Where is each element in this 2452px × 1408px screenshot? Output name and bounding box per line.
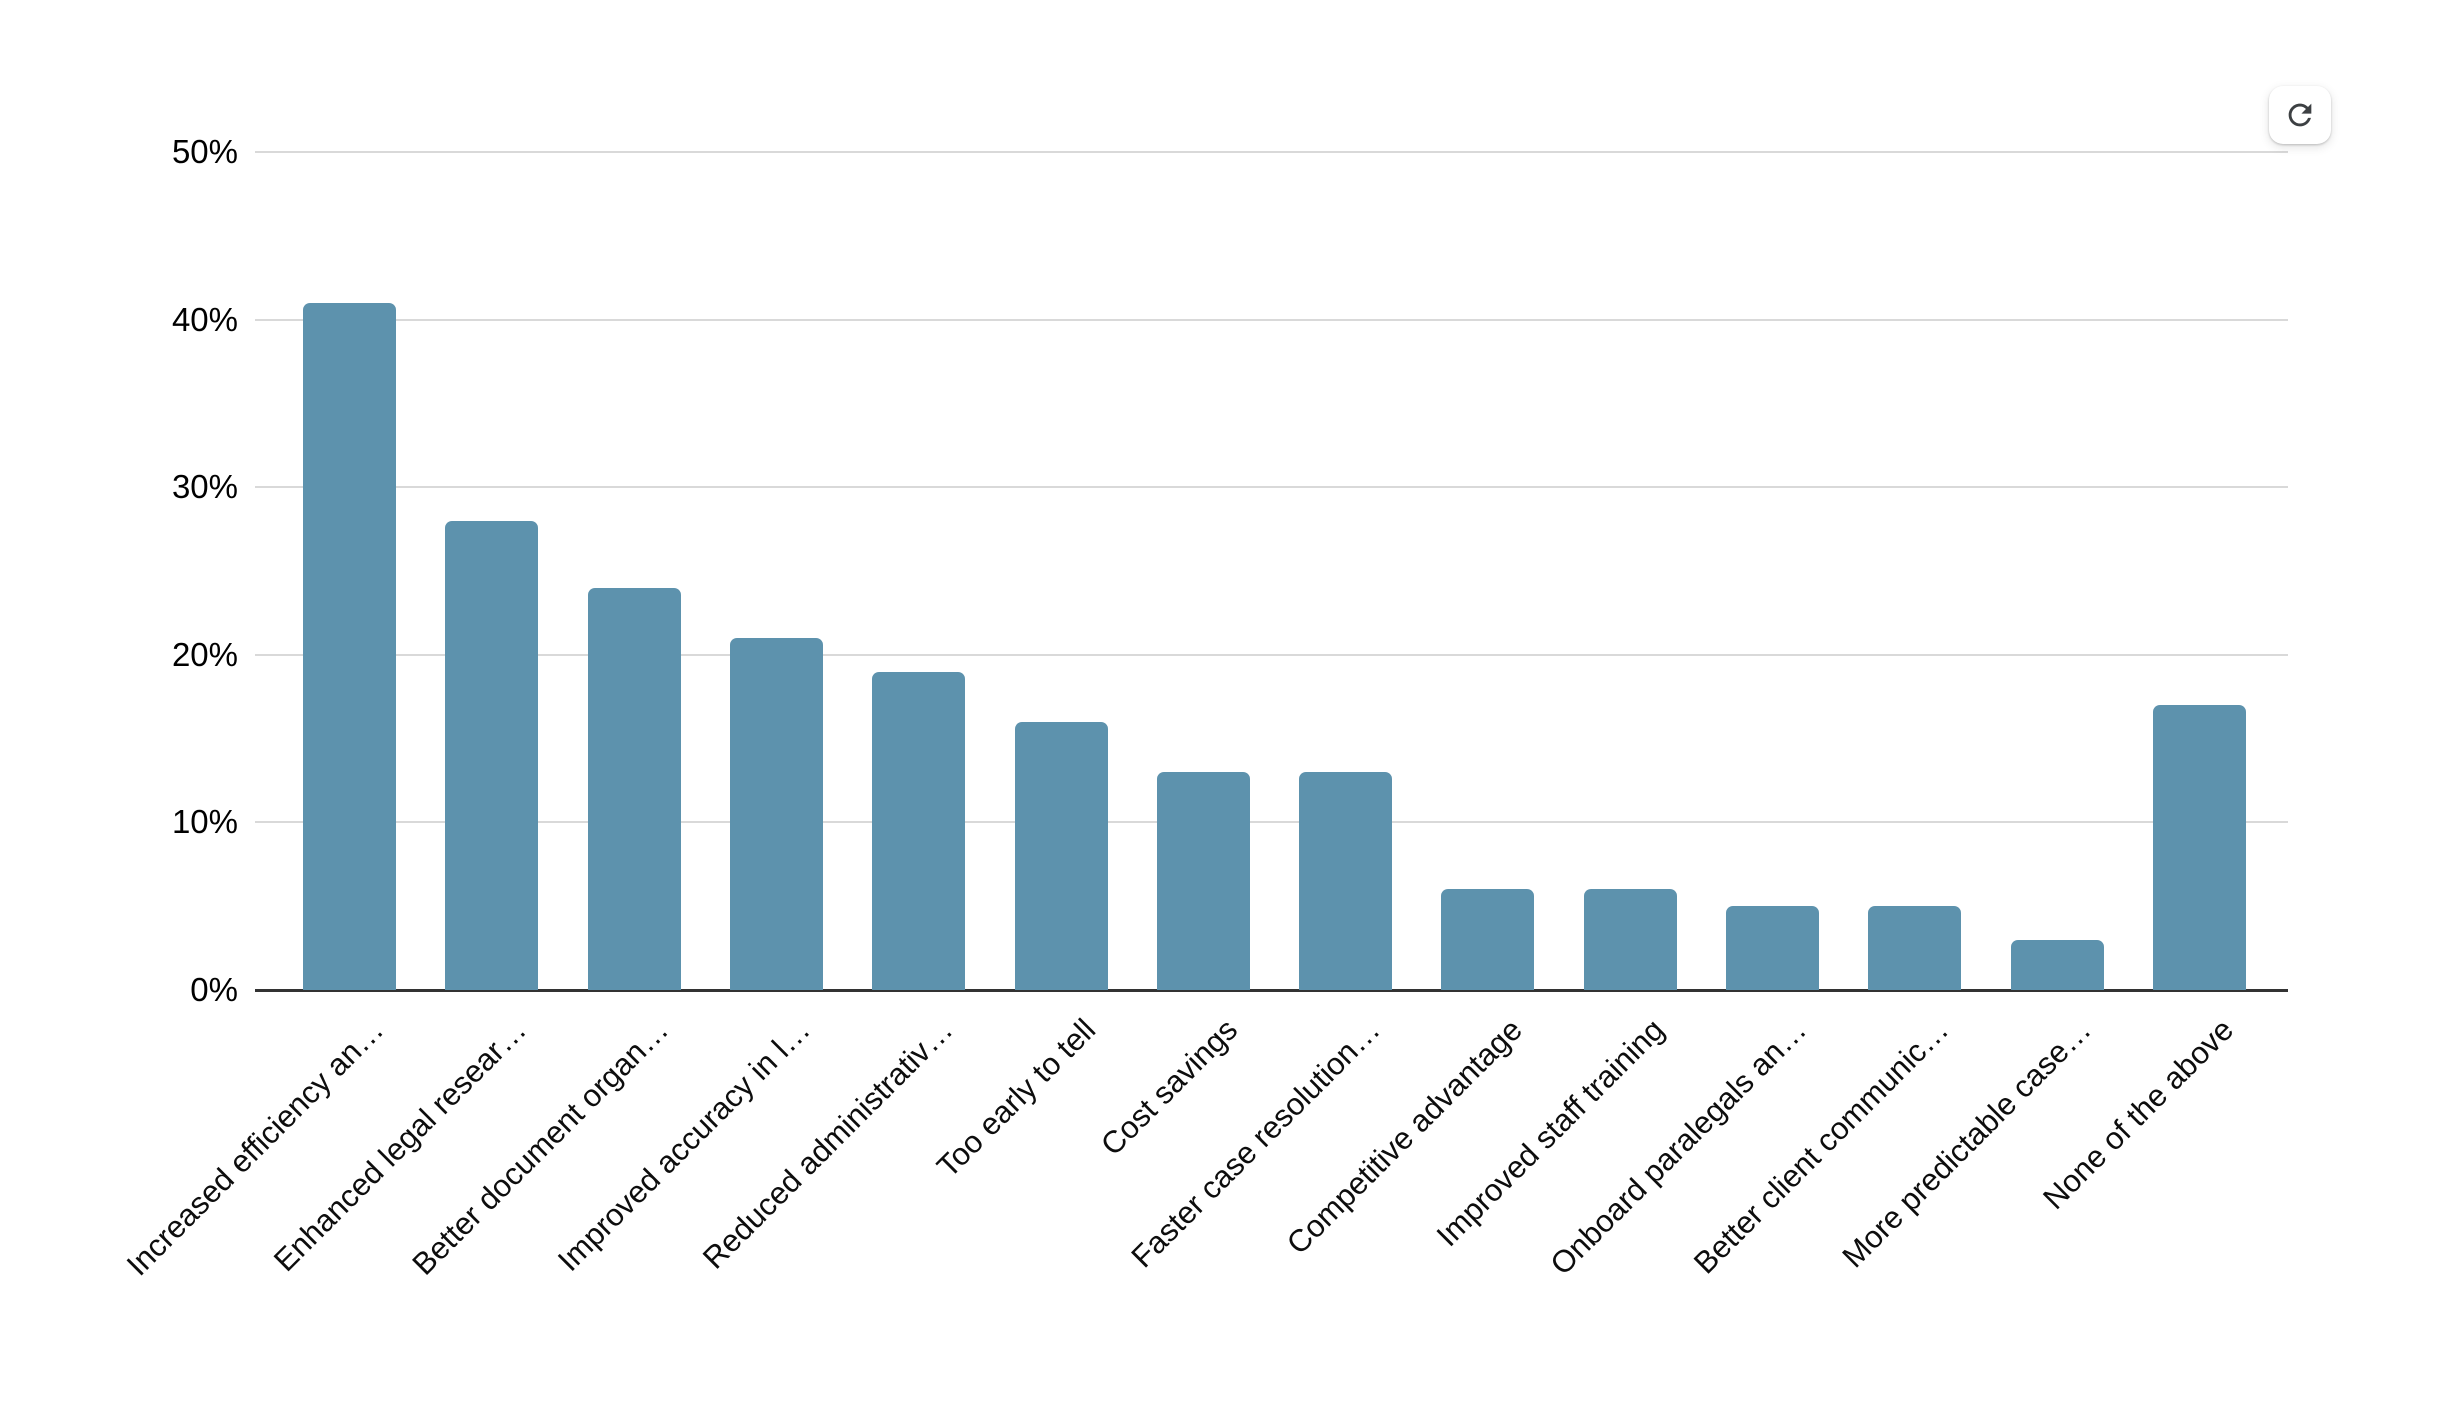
y-tick-label-0: 0% xyxy=(190,971,238,1008)
y-tick-label-30: 30% xyxy=(171,468,238,506)
x-axis-label-5: Reduced administrativ… xyxy=(695,1012,960,1276)
refresh-button[interactable] xyxy=(2269,86,2331,144)
gridline-20 xyxy=(255,653,2288,656)
y-tick-label-40: 40% xyxy=(171,300,238,338)
bar-9 xyxy=(1441,889,1535,990)
x-axis-labels-layer: Increased efficiency an… Enhanced legal r… xyxy=(95,1000,2452,1408)
bar-7 xyxy=(1156,772,1250,990)
bar-11 xyxy=(1726,906,1819,990)
x-axis-label-11: Onboard paralegals an… xyxy=(1543,1012,1814,1282)
x-axis-label-9: Competitive advantage xyxy=(1279,1012,1529,1261)
bar-4 xyxy=(729,638,823,990)
gridline-50 xyxy=(255,151,2288,153)
refresh-icon xyxy=(2288,103,2312,127)
bar-2 xyxy=(445,520,539,990)
bar-1 xyxy=(303,302,396,990)
gridline-40 xyxy=(255,318,2288,321)
gridline-10 xyxy=(255,821,2288,824)
bar-14 xyxy=(2152,705,2246,990)
bar-12 xyxy=(1868,906,1962,990)
y-tick-label-10: 10% xyxy=(171,803,238,841)
x-axis-label-7: Cost savings xyxy=(1093,1012,1245,1163)
x-axis-label-3: Better document organ… xyxy=(405,1012,675,1282)
x-axis-label-13: More predictable case… xyxy=(1835,1012,2098,1275)
x-axis-label-12: Better client communic… xyxy=(1687,1012,1956,1281)
y-tick-label-20: 20% xyxy=(171,635,238,673)
gridline-30 xyxy=(255,486,2288,489)
bar-5 xyxy=(872,671,966,990)
x-axis-line xyxy=(255,989,2288,992)
x-axis-label-4: Improved accuracy in l… xyxy=(551,1012,818,1278)
x-axis-label-1: Increased efficiency an… xyxy=(119,1012,391,1283)
bar-13 xyxy=(2010,939,2104,990)
y-tick-label-50: 50% xyxy=(171,133,238,170)
bar-8 xyxy=(1299,772,1393,990)
bar-6 xyxy=(1014,721,1108,990)
bar-3 xyxy=(587,587,681,990)
x-axis-label-2: Enhanced legal resear… xyxy=(266,1012,533,1279)
x-axis-label-8: Faster case resolution… xyxy=(1124,1012,1387,1275)
bar-10 xyxy=(1583,889,1677,990)
